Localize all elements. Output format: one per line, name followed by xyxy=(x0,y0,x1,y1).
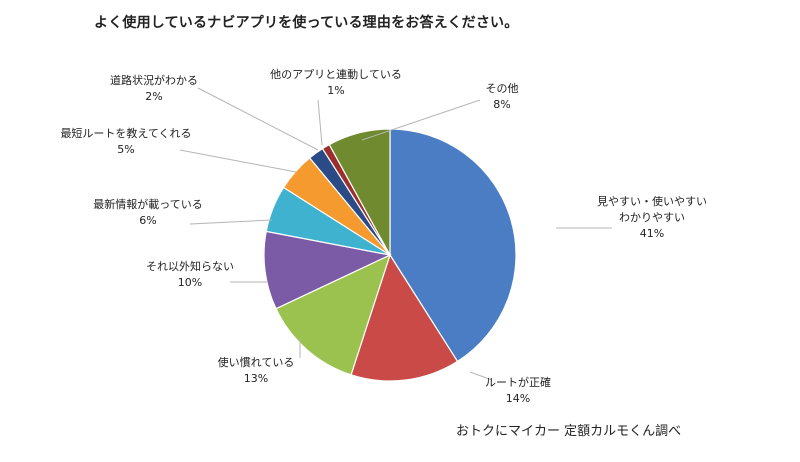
leader-line-4 xyxy=(189,219,273,225)
leader-line-6 xyxy=(197,87,319,151)
slice-label-5: 最短ルートを教えてくれる 5% xyxy=(60,126,191,156)
pie-slice-2 xyxy=(275,253,391,376)
slice-label-4: 最新情報が載っている 6% xyxy=(93,197,202,227)
slice-label-1: ルートが正確 14% xyxy=(485,375,551,405)
leader-line-1 xyxy=(469,371,493,381)
slice-label-0: 見やすい・使いやすいわかりやすい 41% xyxy=(597,195,707,240)
slice-label-6: 道路状況がわかる 2% xyxy=(110,73,198,103)
pie-slice-3 xyxy=(263,230,392,310)
pie-slice-8 xyxy=(328,128,391,256)
pie-slice-0 xyxy=(389,128,517,363)
slice-label-3: それ以外知らない 10% xyxy=(146,259,234,289)
leader-line-7 xyxy=(317,99,323,146)
leader-line-5 xyxy=(179,149,297,173)
slice-label-2: 使い慣れている 13% xyxy=(218,355,295,385)
source-note: おトクにマイカー 定額カルモくん調べ xyxy=(456,424,682,439)
pie-slice-1 xyxy=(350,253,459,382)
leader-line-8 xyxy=(361,99,481,141)
slice-label-7: 他のアプリと連動している 1% xyxy=(270,67,402,97)
slice-label-8: その他 8% xyxy=(486,82,519,111)
chart-title: よく使用しているナビアプリを使っている理由をお答えください。 xyxy=(94,15,519,31)
